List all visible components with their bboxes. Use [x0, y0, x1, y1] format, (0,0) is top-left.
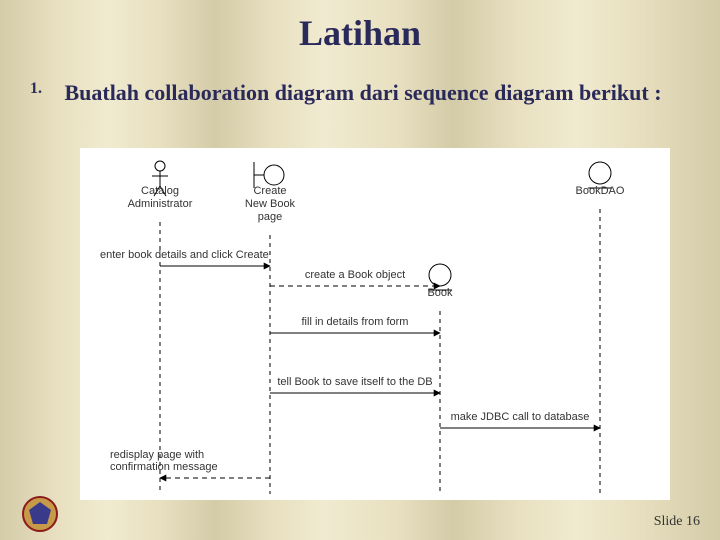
- question-number: 1.: [30, 80, 60, 98]
- svg-text:enter book details and click C: enter book details and click Create: [100, 249, 269, 261]
- svg-text:page: page: [258, 211, 282, 223]
- sequence-diagram: CatalogAdministrator CreateNew Bookpage Bo…: [80, 148, 670, 500]
- svg-text:BookDAO: BookDAO: [576, 185, 625, 197]
- page-title: Latihan: [0, 0, 720, 54]
- logo-icon: [22, 496, 58, 532]
- svg-text:tell Book to save itself to th: tell Book to save itself to the DB: [277, 376, 432, 388]
- svg-text:Catalog: Catalog: [141, 185, 179, 197]
- svg-text:make JDBC call to database: make JDBC call to database: [451, 411, 590, 423]
- svg-text:create a Book object: create a Book object: [305, 269, 405, 281]
- slide-number: Slide 16: [654, 514, 700, 530]
- svg-text:fill in details from form: fill in details from form: [302, 316, 409, 328]
- svg-text:redisplay page with: redisplay page with: [110, 449, 204, 461]
- svg-text:Book: Book: [427, 287, 453, 299]
- svg-text:New Book: New Book: [245, 198, 296, 210]
- svg-text:Create: Create: [253, 185, 286, 197]
- svg-text:confirmation message: confirmation message: [110, 461, 218, 473]
- svg-text:Administrator: Administrator: [128, 198, 193, 210]
- question-block: 1. Buatlah collaboration diagram dari se…: [30, 80, 690, 106]
- question-text: Buatlah collaboration diagram dari seque…: [64, 80, 664, 106]
